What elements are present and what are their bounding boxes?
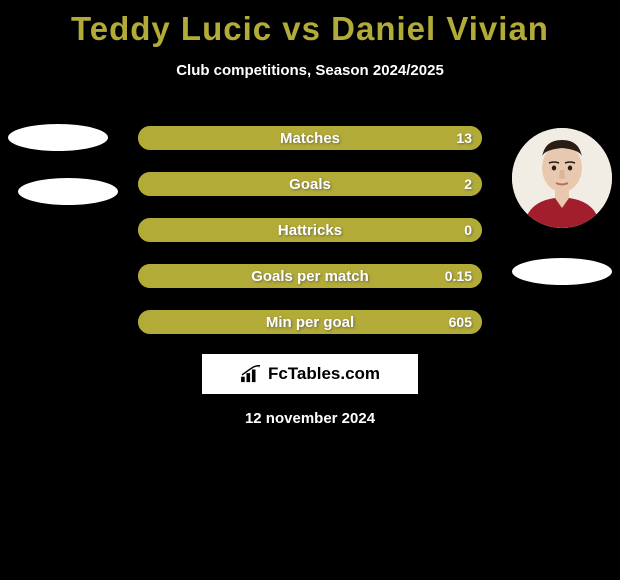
player-right-shadow: [512, 258, 612, 285]
bar-row: Min per goal605: [138, 310, 482, 334]
brand-chart-icon: [240, 365, 262, 383]
bar-value-right: 605: [449, 314, 472, 330]
bar-label: Goals per match: [138, 268, 482, 285]
footer-date: 12 november 2024: [0, 410, 620, 427]
bar-label: Matches: [138, 130, 482, 147]
avatar-icon: [512, 128, 612, 228]
subtitle: Club competitions, Season 2024/2025: [0, 62, 620, 79]
bar-label: Hattricks: [138, 222, 482, 239]
bar-value-right: 0.15: [445, 268, 472, 284]
bar-value-right: 2: [464, 176, 472, 192]
bar-row: Goals per match0.15: [138, 264, 482, 288]
bar-label: Min per goal: [138, 314, 482, 331]
bar-value-right: 13: [456, 130, 472, 146]
player-left-shadow-bottom: [18, 178, 118, 205]
player-left-shadow-top: [8, 124, 108, 151]
bar-value-right: 0: [464, 222, 472, 238]
page-title: Teddy Lucic vs Daniel Vivian: [0, 0, 620, 48]
bar-row: Goals2: [138, 172, 482, 196]
bar-row: Hattricks0: [138, 218, 482, 242]
bar-label: Goals: [138, 176, 482, 193]
brand-badge: FcTables.com: [202, 354, 418, 394]
bar-row: Matches13: [138, 126, 482, 150]
comparison-bars: Matches13 Goals2 Hattricks0 Goals per match…: [138, 126, 482, 356]
brand-text: FcTables.com: [268, 364, 380, 384]
player-right-avatar: [512, 128, 612, 228]
